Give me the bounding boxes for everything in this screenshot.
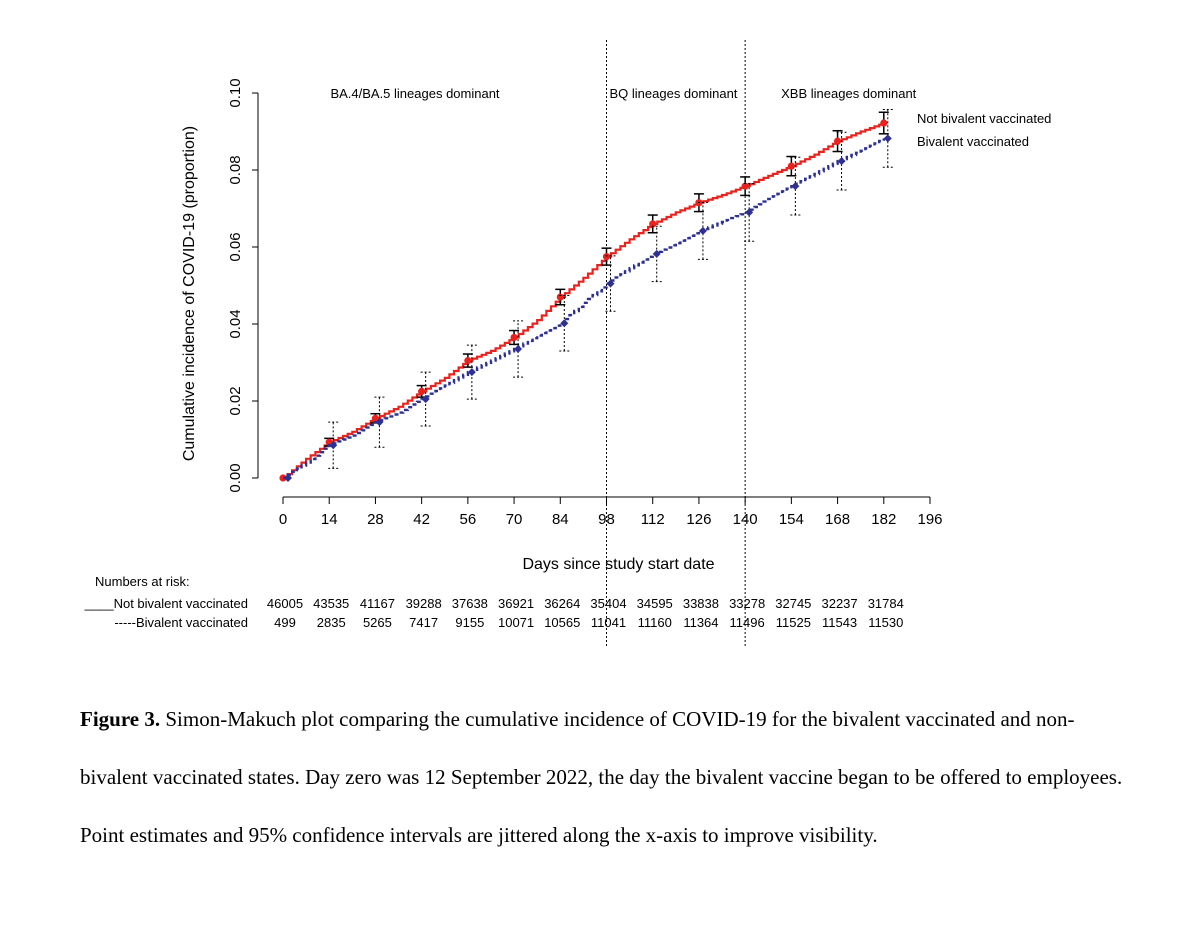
- y-tick-label: 0.00: [227, 463, 244, 492]
- risk-value: 34595: [637, 596, 673, 611]
- legend-not-bivalent: Not bivalent vaccinated: [917, 111, 1051, 126]
- bivalent-point: [514, 345, 523, 354]
- bivalent-point: [467, 368, 476, 377]
- risk-value: 11543: [822, 615, 857, 630]
- x-tick-label: 84: [552, 511, 569, 528]
- risk-value: 11530: [868, 615, 903, 630]
- x-tick-label: 196: [917, 511, 942, 528]
- caption-text: Simon-Makuch plot comparing the cumulati…: [80, 707, 1123, 847]
- risk-value: 11364: [683, 615, 718, 630]
- risk-value: 46005: [267, 596, 303, 611]
- period-label: XBB lineages dominant: [781, 86, 917, 101]
- risk-value: 36264: [544, 596, 580, 611]
- y-axis-label: Cumulative incidence of COVID-19 (propor…: [181, 126, 198, 461]
- risk-value: 36921: [498, 596, 534, 611]
- risk-value: 31784: [868, 596, 904, 611]
- not-bivalent-point: [371, 414, 380, 422]
- not-bivalent-point: [880, 119, 888, 127]
- risk-value: 7417: [409, 615, 438, 630]
- bivalent-point: [791, 182, 800, 191]
- not-bivalent-point: [833, 137, 842, 145]
- x-tick-label: 14: [321, 511, 338, 528]
- risk-value: 37638: [452, 596, 488, 611]
- risk-value: 11160: [638, 615, 672, 630]
- bivalent-point: [745, 208, 754, 217]
- risk-value: 11496: [730, 615, 765, 630]
- bivalent-point: [837, 157, 846, 166]
- not-bivalent-point: [787, 162, 795, 170]
- caption-label: Figure 3.: [80, 707, 161, 731]
- risk-value: 499: [274, 615, 296, 630]
- risk-row-label: ____Not bivalent vaccinated: [84, 596, 248, 611]
- risk-row-label: -----Bivalent vaccinated: [114, 615, 248, 630]
- risk-value: 41167: [360, 596, 395, 611]
- not-bivalent-curve: [283, 123, 885, 480]
- risk-value: 9155: [455, 615, 484, 630]
- y-tick-label: 0.10: [227, 78, 244, 107]
- risk-value: 33838: [683, 596, 719, 611]
- x-tick-label: 140: [733, 511, 758, 528]
- not-bivalent-point: [602, 253, 611, 261]
- risk-value: 10565: [544, 615, 580, 630]
- bivalent-curve: [283, 138, 885, 480]
- x-tick-label: 182: [871, 511, 896, 528]
- not-bivalent-point: [556, 293, 564, 301]
- figure-caption: Figure 3. Simon-Makuch plot comparing th…: [80, 690, 1140, 864]
- risk-value: 33278: [729, 596, 765, 611]
- bivalent-point: [421, 395, 430, 404]
- x-tick-label: 28: [367, 511, 384, 528]
- bivalent-point: [375, 418, 384, 427]
- risk-value: 43535: [313, 596, 349, 611]
- period-label: BA.4/BA.5 lineages dominant: [330, 86, 499, 101]
- y-tick-label: 0.08: [227, 155, 244, 184]
- risk-table-title: Numbers at risk:: [95, 574, 190, 589]
- risk-value: 11041: [591, 615, 626, 630]
- x-tick-label: 98: [598, 511, 615, 528]
- period-label: BQ lineages dominant: [610, 86, 738, 101]
- x-tick-label: 112: [641, 511, 665, 528]
- y-tick-label: 0.06: [227, 232, 244, 261]
- not-bivalent-point: [510, 333, 518, 342]
- risk-value: 32745: [775, 596, 811, 611]
- bivalent-point: [652, 249, 661, 258]
- x-tick-label: 42: [413, 511, 430, 528]
- x-tick-label: 0: [279, 511, 287, 528]
- risk-value: 39288: [406, 596, 442, 611]
- y-tick-label: 0.02: [227, 386, 244, 415]
- not-bivalent-point: [649, 220, 657, 228]
- bivalent-point: [284, 474, 292, 482]
- bivalent-point: [606, 279, 615, 288]
- y-tick-label: 0.04: [227, 309, 244, 338]
- x-axis-label: Days since study start date: [522, 556, 714, 573]
- x-tick-label: 154: [779, 511, 804, 528]
- not-bivalent-point: [741, 182, 749, 190]
- risk-value: 10071: [498, 615, 534, 630]
- bivalent-point: [329, 441, 338, 450]
- risk-value: 32237: [821, 596, 857, 611]
- risk-value: 2835: [317, 615, 346, 630]
- risk-value: 11525: [776, 615, 811, 630]
- x-tick-label: 56: [460, 511, 477, 528]
- risk-value: 35404: [590, 596, 626, 611]
- bivalent-point: [698, 226, 707, 235]
- x-tick-label: 168: [825, 511, 850, 528]
- not-bivalent-point: [464, 356, 472, 365]
- not-bivalent-point: [418, 387, 426, 395]
- x-tick-label: 126: [686, 511, 711, 528]
- legend-bivalent: Bivalent vaccinated: [917, 134, 1029, 149]
- bivalent-point: [560, 319, 569, 328]
- x-tick-label: 70: [506, 511, 523, 528]
- risk-value: 5265: [363, 615, 392, 630]
- bivalent-point: [883, 134, 892, 143]
